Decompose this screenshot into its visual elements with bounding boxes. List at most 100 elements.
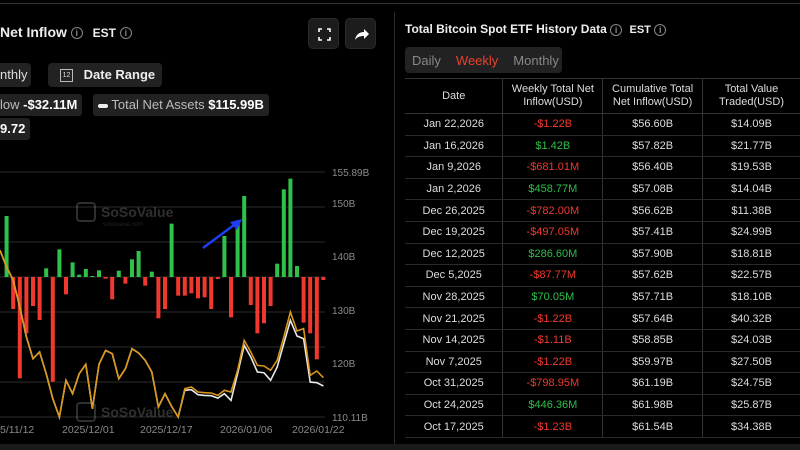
total-value-traded-cell: $14.04B bbox=[702, 178, 800, 201]
history-title-row: Total Bitcoin Spot ETF History Data i ES… bbox=[405, 22, 667, 36]
date-cell: Jan 9,2026 bbox=[405, 156, 504, 179]
date-cell: Jan 16,2026 bbox=[405, 135, 504, 158]
timezone-info-icon[interactable]: i bbox=[119, 27, 132, 40]
info-icon[interactable]: i bbox=[610, 23, 623, 36]
x-axis-label: 2026/01/06 bbox=[220, 424, 273, 436]
inflow-bar bbox=[70, 262, 75, 277]
outflow-bar bbox=[248, 277, 253, 305]
inflow-bar bbox=[275, 263, 280, 277]
date-cell: Oct 17,2025 bbox=[405, 415, 504, 438]
total-value-traded-cell: $19.53B bbox=[702, 156, 800, 179]
table-row[interactable]: Nov 7,2025 -$1.22B $59.97B $27.50B bbox=[405, 351, 800, 374]
table-row[interactable]: Oct 24,2025 $446.36M $61.98B $25.87B bbox=[405, 394, 800, 417]
cumulative-net-inflow-cell: $61.19B bbox=[602, 372, 703, 395]
y-axis-label: 140B bbox=[332, 252, 356, 263]
legend-value: $115.99B bbox=[208, 97, 264, 112]
table-row[interactable]: Oct 17,2025 -$1.23B $61.54B $34.38B bbox=[405, 415, 800, 438]
outflow-bar bbox=[321, 277, 326, 280]
tab-monthly[interactable]: Monthly bbox=[513, 52, 559, 68]
table-row[interactable]: Jan 16,2026 $1.42B $57.82B $21.77B bbox=[405, 135, 800, 158]
table-header: Date Weekly Total Net Inflow(USD) Cumula… bbox=[405, 78, 800, 114]
legend-label: Total Net Assets bbox=[111, 97, 205, 112]
total-value-traded-cell: $34.38B bbox=[702, 415, 800, 438]
total-value-traded-cell: $18.10B bbox=[702, 286, 800, 309]
inflow-bar bbox=[44, 268, 49, 277]
expand-icon bbox=[318, 28, 331, 41]
date-cell: Dec 12,2025 bbox=[405, 243, 504, 266]
outflow-bar bbox=[156, 277, 161, 319]
timezone-label: EST bbox=[92, 26, 117, 40]
weekly-net-inflow-cell: -$1.11B bbox=[502, 329, 604, 352]
date-cell: Dec 19,2025 bbox=[405, 221, 504, 244]
history-title: Total Bitcoin Spot ETF History Data bbox=[405, 22, 607, 36]
inflow-bar bbox=[288, 178, 293, 277]
column-header-date[interactable]: Date bbox=[405, 78, 504, 114]
table-row[interactable]: Jan 2,2026 $458.77M $57.08B $14.04B bbox=[405, 178, 800, 201]
outflow-bar bbox=[268, 277, 273, 306]
inflow-bar bbox=[77, 274, 82, 277]
outflow-bar bbox=[50, 277, 55, 382]
inflow-bar bbox=[116, 270, 121, 277]
total-value-traded-cell: $11.38B bbox=[702, 199, 800, 222]
column-header-weekly-net-inflow[interactable]: Weekly Total Net Inflow(USD) bbox=[502, 78, 604, 114]
tab-daily[interactable]: Daily bbox=[412, 52, 441, 68]
weekly-net-inflow-cell: -$681.01M bbox=[502, 156, 604, 179]
fullscreen-button[interactable] bbox=[308, 18, 339, 49]
table-row[interactable]: Dec 12,2025 $286.60M $57.90B $18.81B bbox=[405, 243, 800, 266]
table-row[interactable]: Jan 22,2026 -$1.22B $56.60B $14.09B bbox=[405, 113, 800, 136]
column-header-cumulative-net-inflow[interactable]: Cumulative Total Net Inflow(USD) bbox=[602, 78, 703, 114]
total-value-traded-cell: $24.03B bbox=[702, 329, 800, 352]
date-range-button[interactable]: 12 Date Range bbox=[48, 63, 162, 87]
table-row[interactable]: Nov 14,2025 -$1.11B $58.85B $24.03B bbox=[405, 329, 800, 352]
table-row[interactable]: Jan 9,2026 -$681.01M $56.40B $19.53B bbox=[405, 156, 800, 179]
column-header-total-value-traded[interactable]: Total Value Traded(USD) bbox=[702, 78, 800, 114]
date-cell: Dec 5,2025 bbox=[405, 264, 504, 287]
share-button[interactable] bbox=[345, 18, 376, 49]
date-cell: Jan 2,2026 bbox=[405, 178, 504, 201]
y-axis-label: 110.11B bbox=[332, 413, 368, 424]
tab-weekly[interactable]: Weekly bbox=[455, 52, 499, 68]
table-row[interactable]: Dec 19,2025 -$497.05M $57.41B $24.99B bbox=[405, 221, 800, 244]
cumulative-net-inflow-cell: $57.62B bbox=[602, 264, 703, 287]
outflow-bar bbox=[314, 277, 319, 360]
timezone-info-icon[interactable]: i bbox=[654, 23, 667, 36]
table-row[interactable]: Dec 26,2025 -$782.00M $56.62B $11.38B bbox=[405, 199, 800, 222]
date-cell: Jan 22,2026 bbox=[405, 113, 504, 136]
weekly-net-inflow-cell: -$1.22B bbox=[502, 307, 604, 330]
top-border bbox=[0, 3, 800, 4]
watermark-subtext: sosovalue.com bbox=[103, 222, 143, 228]
y-axis-label: 150B bbox=[332, 199, 356, 210]
monthly-button[interactable]: nthly bbox=[0, 63, 32, 87]
cumulative-net-inflow-cell: $59.97B bbox=[602, 351, 703, 374]
panel-divider bbox=[394, 12, 395, 450]
outflow-bar bbox=[176, 277, 181, 296]
cumulative-net-inflow-cell: $57.82B bbox=[602, 135, 703, 158]
legend-btc-price[interactable]: 9.72 bbox=[0, 118, 31, 140]
total-value-traded-cell: $18.81B bbox=[702, 243, 800, 266]
annotation-arrow bbox=[202, 219, 242, 250]
inflow-bar bbox=[90, 276, 95, 277]
info-icon[interactable]: i bbox=[70, 27, 83, 40]
date-cell: Oct 31,2025 bbox=[405, 372, 504, 395]
total-value-traded-cell: $25.87B bbox=[702, 394, 800, 417]
weekly-net-inflow-cell: -$798.95M bbox=[502, 372, 604, 395]
cumulative-net-inflow-cell: $56.40B bbox=[602, 156, 703, 179]
outflow-bar bbox=[209, 277, 214, 309]
bottom-bar bbox=[0, 444, 800, 450]
inflow-bar bbox=[295, 266, 299, 277]
inflow-bar bbox=[149, 271, 154, 277]
date-cell: Oct 24,2025 bbox=[405, 394, 504, 417]
legend-total-net-assets[interactable]: Total Net Assets $115.99B bbox=[93, 94, 269, 116]
outflow-bar bbox=[37, 277, 42, 320]
table-row[interactable]: Nov 28,2025 $70.05M $57.71B $18.10B bbox=[405, 286, 800, 309]
legend-value: -$32.11M bbox=[23, 97, 78, 112]
net-inflow-chart[interactable]: SoSoValue sosovalue.com SoSoValue 155.89… bbox=[0, 160, 394, 444]
outflow-bar bbox=[163, 277, 167, 309]
cumulative-net-inflow-cell: $61.54B bbox=[602, 415, 703, 438]
outflow-bar bbox=[202, 277, 207, 298]
table-row[interactable]: Dec 5,2025 -$87.77M $57.62B $22.57B bbox=[405, 264, 800, 287]
outflow-bar bbox=[11, 277, 16, 309]
legend-net-inflow[interactable]: low -$32.11M bbox=[0, 94, 83, 116]
table-row[interactable]: Oct 31,2025 -$798.95M $61.19B $24.75B bbox=[405, 372, 800, 395]
table-row[interactable]: Nov 21,2025 -$1.22B $57.64B $40.32B bbox=[405, 307, 800, 330]
